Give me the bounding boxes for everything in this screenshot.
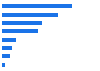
Bar — [2, 38, 16, 42]
Bar — [2, 63, 6, 67]
Bar — [2, 13, 58, 17]
Bar — [2, 29, 38, 33]
Bar — [2, 4, 72, 8]
Bar — [2, 54, 10, 58]
Bar — [2, 21, 42, 25]
Bar — [2, 46, 12, 50]
